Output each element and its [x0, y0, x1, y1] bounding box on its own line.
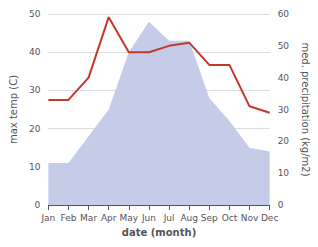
- svg-text:Mar: Mar: [80, 213, 97, 223]
- svg-text:Aug: Aug: [180, 213, 198, 223]
- svg-text:med. precipitation (kg/m2): med. precipitation (kg/m2): [300, 42, 311, 176]
- svg-text:0: 0: [278, 200, 284, 210]
- svg-text:Feb: Feb: [61, 213, 77, 223]
- svg-text:40: 40: [278, 73, 290, 83]
- svg-text:May: May: [120, 213, 139, 223]
- svg-text:Jul: Jul: [163, 213, 175, 223]
- svg-text:Dec: Dec: [261, 213, 278, 223]
- svg-text:30: 30: [29, 85, 41, 95]
- svg-text:50: 50: [278, 41, 290, 51]
- svg-text:Jun: Jun: [141, 213, 156, 223]
- svg-text:10: 10: [278, 168, 290, 178]
- svg-text:30: 30: [278, 105, 290, 115]
- svg-text:20: 20: [29, 124, 41, 134]
- svg-text:10: 10: [29, 162, 41, 172]
- svg-text:Apr: Apr: [101, 213, 117, 223]
- svg-text:Oct: Oct: [222, 213, 238, 223]
- svg-text:0: 0: [35, 200, 41, 210]
- svg-text:date (month): date (month): [122, 227, 196, 238]
- svg-text:50: 50: [29, 9, 41, 19]
- svg-text:max temp (C): max temp (C): [8, 75, 19, 144]
- svg-text:Sep: Sep: [201, 213, 218, 223]
- svg-text:Nov: Nov: [241, 213, 259, 223]
- svg-text:60: 60: [278, 9, 290, 19]
- svg-text:Jan: Jan: [40, 213, 55, 223]
- svg-text:40: 40: [29, 47, 41, 57]
- svg-text:20: 20: [278, 136, 290, 146]
